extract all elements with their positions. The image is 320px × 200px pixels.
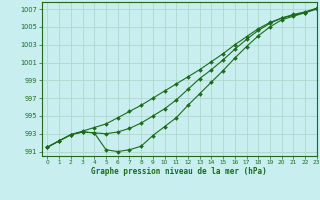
- X-axis label: Graphe pression niveau de la mer (hPa): Graphe pression niveau de la mer (hPa): [91, 167, 267, 176]
